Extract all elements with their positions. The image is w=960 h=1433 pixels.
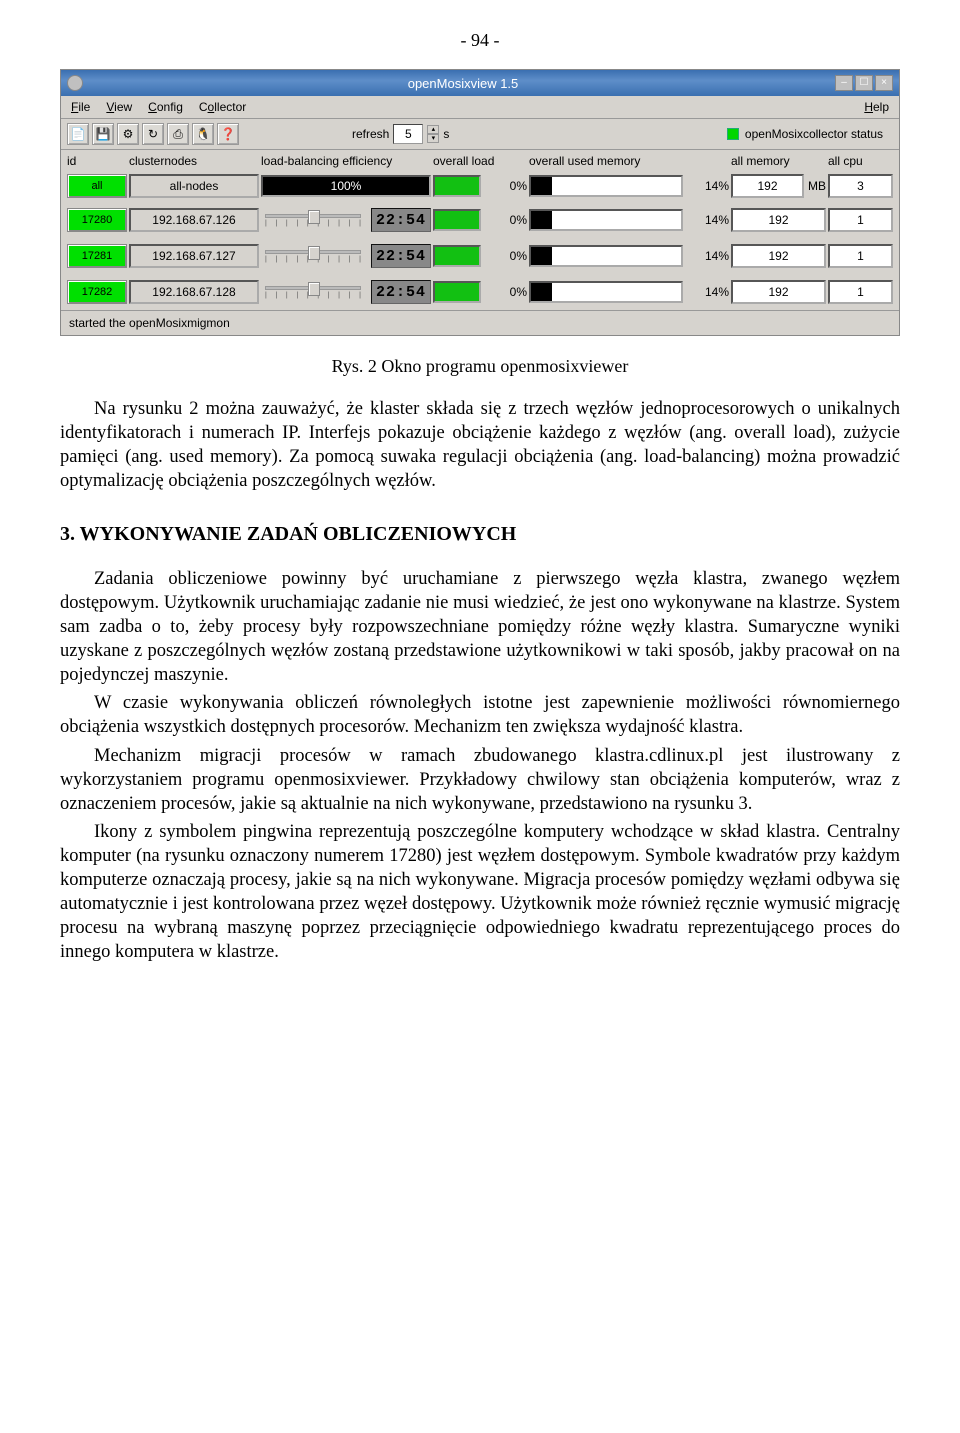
- toolbar-new-icon[interactable]: 📄: [67, 123, 89, 145]
- node-name[interactable]: all-nodes: [129, 174, 259, 198]
- time-display: 22:54: [371, 208, 431, 232]
- collector-status-label: openMosixcollector status: [745, 127, 883, 141]
- all-cpu: 1: [828, 280, 893, 304]
- lbe-bar: 100%: [261, 175, 431, 197]
- mem-bar: [529, 209, 683, 231]
- toolbar-tux-icon[interactable]: 🐧: [192, 123, 214, 145]
- menu-file[interactable]: File: [71, 100, 90, 114]
- all-memory: 192: [731, 280, 826, 304]
- load-value: 0%: [485, 285, 527, 299]
- node-name[interactable]: 192.168.67.127: [129, 244, 259, 268]
- col-overall-load: overall load: [433, 154, 527, 168]
- close-button[interactable]: ×: [875, 75, 893, 91]
- id-button[interactable]: 17280: [67, 208, 127, 232]
- mem-value: 14%: [687, 285, 729, 299]
- refresh-spinner[interactable]: ▴▾: [427, 125, 439, 143]
- lbe-slider[interactable]: ||||||||||: [261, 242, 365, 270]
- toolbar-refresh-icon[interactable]: ↻: [142, 123, 164, 145]
- status-bar: started the openMosixmigmon: [61, 310, 899, 335]
- menu-bar: File View Config Collector Help: [61, 96, 899, 119]
- load-bar: [433, 281, 481, 303]
- menu-collector[interactable]: Collector: [199, 100, 246, 114]
- mem-value: 14%: [687, 249, 729, 263]
- refresh-value[interactable]: 5: [393, 124, 423, 144]
- title-bar: openMosixview 1.5 – ☐ ×: [61, 70, 899, 96]
- cluster-row: 17280 192.168.67.126 |||||||||| 22:54 0%…: [61, 202, 899, 238]
- collector-status-led: [727, 128, 739, 140]
- toolbar-settings-icon[interactable]: ⚙: [117, 123, 139, 145]
- screenshot-container: openMosixview 1.5 – ☐ × File View Config…: [60, 69, 900, 336]
- cluster-row: 17281 192.168.67.127 |||||||||| 22:54 0%…: [61, 238, 899, 274]
- time-display: 22:54: [371, 280, 431, 304]
- paragraph: Zadania obliczeniowe powinny być urucham…: [60, 567, 900, 687]
- paragraph: Ikony z symbolem pingwina reprezentują p…: [60, 820, 900, 964]
- load-value: 0%: [485, 213, 527, 227]
- paragraph: Mechanizm migracji procesów w ramach zbu…: [60, 744, 900, 816]
- load-bar: [433, 209, 481, 231]
- menu-config[interactable]: Config: [148, 100, 183, 114]
- col-lbe: load-balancing efficiency: [261, 154, 431, 168]
- col-used-memory: overall used memory: [529, 154, 729, 168]
- menu-view[interactable]: View: [106, 100, 132, 114]
- cluster-row-all: all all-nodes 100% 0% 14% 192 MB 3: [61, 170, 899, 202]
- mem-bar: [529, 245, 683, 267]
- window-title: openMosixview 1.5: [91, 76, 835, 91]
- col-all-cpu: all cpu: [828, 154, 893, 168]
- time-display: 22:54: [371, 244, 431, 268]
- all-cpu: 1: [828, 208, 893, 232]
- all-cpu: 3: [828, 174, 893, 198]
- cluster-row: 17282 192.168.67.128 |||||||||| 22:54 0%…: [61, 274, 899, 310]
- maximize-button[interactable]: ☐: [855, 75, 873, 91]
- mem-bar: [529, 175, 683, 197]
- mem-unit: MB: [808, 179, 826, 193]
- body-text: Na rysunku 2 można zauważyć, że klaster …: [60, 397, 900, 964]
- col-clusternodes: clusternodes: [129, 154, 259, 168]
- all-memory: 192: [731, 208, 826, 232]
- toolbar-help-icon[interactable]: ❓: [217, 123, 239, 145]
- col-id: id: [67, 154, 127, 168]
- page-number: - 94 -: [60, 30, 900, 51]
- figure-caption: Rys. 2 Okno programu openmosixviewer: [60, 356, 900, 377]
- lbe-slider[interactable]: ||||||||||: [261, 206, 365, 234]
- id-button[interactable]: 17282: [67, 280, 127, 304]
- system-icon: [67, 75, 83, 91]
- toolbar: 📄 💾 ⚙ ↻ ⎙ 🐧 ❓ refresh 5 ▴▾ s openMosixco…: [61, 119, 899, 150]
- id-button[interactable]: 17281: [67, 244, 127, 268]
- lbe-slider[interactable]: ||||||||||: [261, 278, 365, 306]
- load-value: 0%: [485, 179, 527, 193]
- app-window: openMosixview 1.5 – ☐ × File View Config…: [60, 69, 900, 336]
- all-cpu: 1: [828, 244, 893, 268]
- refresh-unit: s: [443, 127, 449, 141]
- load-value: 0%: [485, 249, 527, 263]
- mem-value: 14%: [687, 179, 729, 193]
- node-name[interactable]: 192.168.67.126: [129, 208, 259, 232]
- column-headers: id clusternodes load-balancing efficienc…: [61, 150, 899, 170]
- mem-bar: [529, 281, 683, 303]
- all-memory: 192: [731, 174, 804, 198]
- minimize-button[interactable]: –: [835, 75, 853, 91]
- all-memory: 192: [731, 244, 826, 268]
- refresh-label: refresh: [352, 127, 389, 141]
- col-all-memory: all memory: [731, 154, 826, 168]
- load-bar: [433, 175, 481, 197]
- toolbar-save-icon[interactable]: 💾: [92, 123, 114, 145]
- paragraph: W czasie wykonywania obliczeń równoległy…: [60, 691, 900, 739]
- paragraph: Na rysunku 2 można zauważyć, że klaster …: [60, 397, 900, 493]
- section-heading: 3. WYKONYWANIE ZADAŃ OBLICZENIOWYCH: [60, 521, 900, 547]
- load-bar: [433, 245, 481, 267]
- id-button[interactable]: all: [67, 174, 127, 198]
- menu-help[interactable]: Help: [864, 100, 889, 114]
- mem-value: 14%: [687, 213, 729, 227]
- node-name[interactable]: 192.168.67.128: [129, 280, 259, 304]
- lbe-value: 100%: [263, 177, 429, 195]
- toolbar-print-icon[interactable]: ⎙: [167, 123, 189, 145]
